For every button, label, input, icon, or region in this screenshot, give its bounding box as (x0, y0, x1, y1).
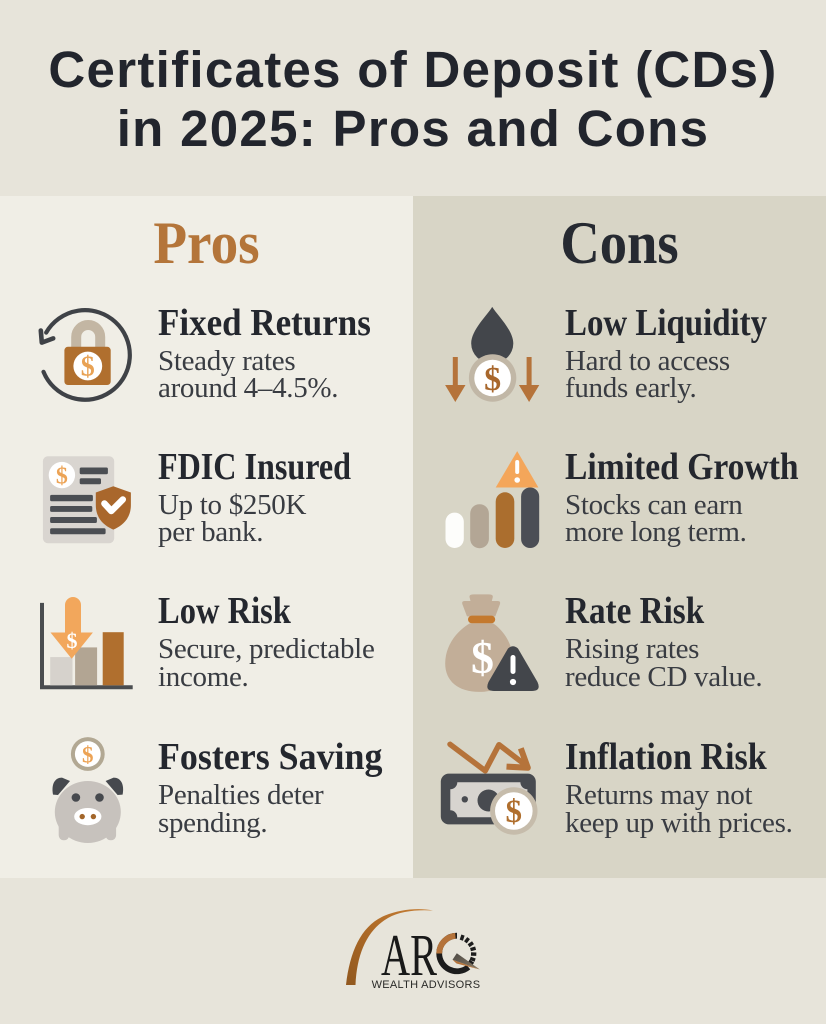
svg-text:AR: AR (381, 922, 437, 987)
svg-text:$: $ (484, 361, 501, 398)
svg-text:$: $ (82, 743, 94, 768)
svg-text:$: $ (81, 352, 95, 383)
svg-text:$: $ (471, 632, 494, 683)
svg-text:$: $ (67, 628, 78, 653)
svg-text:$: $ (506, 794, 523, 830)
svg-text:$: $ (56, 464, 68, 490)
